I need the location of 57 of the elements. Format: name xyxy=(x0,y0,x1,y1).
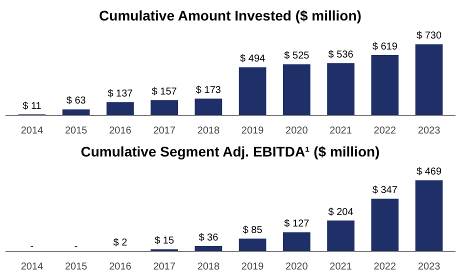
x-tick-label: 2016 xyxy=(109,126,132,136)
bar xyxy=(106,102,134,116)
data-label: $ 347 xyxy=(372,185,398,196)
data-label: $ 494 xyxy=(240,54,266,65)
bar xyxy=(415,180,443,252)
data-label: $ 63 xyxy=(66,96,86,107)
data-label: $ 127 xyxy=(284,218,310,230)
bar xyxy=(327,220,354,252)
x-tick-label: 2021 xyxy=(330,262,352,272)
data-label: $ 157 xyxy=(152,86,178,98)
bar xyxy=(62,109,90,116)
x-tick-label: 2019 xyxy=(241,262,264,272)
x-tick-label: 2020 xyxy=(286,126,308,136)
x-tick-label: 2019 xyxy=(241,126,264,136)
bar xyxy=(194,98,222,116)
x-tick-label: 2023 xyxy=(418,126,441,136)
x-tick-label: 2016 xyxy=(109,262,132,272)
data-label: $ 730 xyxy=(416,30,442,42)
data-label: $ 204 xyxy=(328,206,354,218)
x-tick-label: 2018 xyxy=(197,126,220,136)
bar xyxy=(415,44,443,116)
data-label: $ 619 xyxy=(372,41,398,52)
bar xyxy=(371,198,399,252)
x-tick-label: 2014 xyxy=(20,126,44,136)
data-label: $ 15 xyxy=(154,236,174,247)
x-tick-label: 2017 xyxy=(153,262,176,272)
x-tick-label: 2015 xyxy=(64,126,88,136)
bar xyxy=(150,100,178,116)
data-label: $ 2 xyxy=(113,238,128,249)
data-label: $ 137 xyxy=(108,88,134,100)
data-label: - xyxy=(30,240,34,252)
x-tick-label: 2021 xyxy=(330,126,352,136)
bar xyxy=(327,63,354,116)
data-label: - xyxy=(74,240,78,252)
data-label: $ 11 xyxy=(22,100,42,112)
x-tick-label: 2015 xyxy=(64,262,88,272)
bar xyxy=(194,246,222,252)
x-tick-label: 2022 xyxy=(374,262,396,272)
x-tick-label: 2014 xyxy=(20,262,44,272)
data-label: $ 536 xyxy=(328,50,354,61)
x-tick-label: 2017 xyxy=(153,126,176,136)
x-tick-label: 2018 xyxy=(197,262,220,272)
data-label: $ 525 xyxy=(284,50,310,62)
bar xyxy=(283,232,310,252)
bar xyxy=(238,238,266,252)
x-tick-label: 2020 xyxy=(286,262,308,272)
data-label: $ 469 xyxy=(416,166,442,178)
chart-title: Cumulative Amount Invested ($ million) xyxy=(99,8,362,24)
x-tick-label: 2023 xyxy=(418,262,441,272)
data-label: $ 173 xyxy=(196,84,222,96)
x-tick-label: 2022 xyxy=(374,126,396,136)
bar xyxy=(371,55,399,116)
chart-title: Cumulative Segment Adj. EBITDA¹ ($ million) xyxy=(80,144,380,160)
data-label: $ 85 xyxy=(242,224,263,236)
bar xyxy=(238,67,266,116)
data-label: $ 36 xyxy=(198,232,219,244)
bar xyxy=(283,64,310,116)
